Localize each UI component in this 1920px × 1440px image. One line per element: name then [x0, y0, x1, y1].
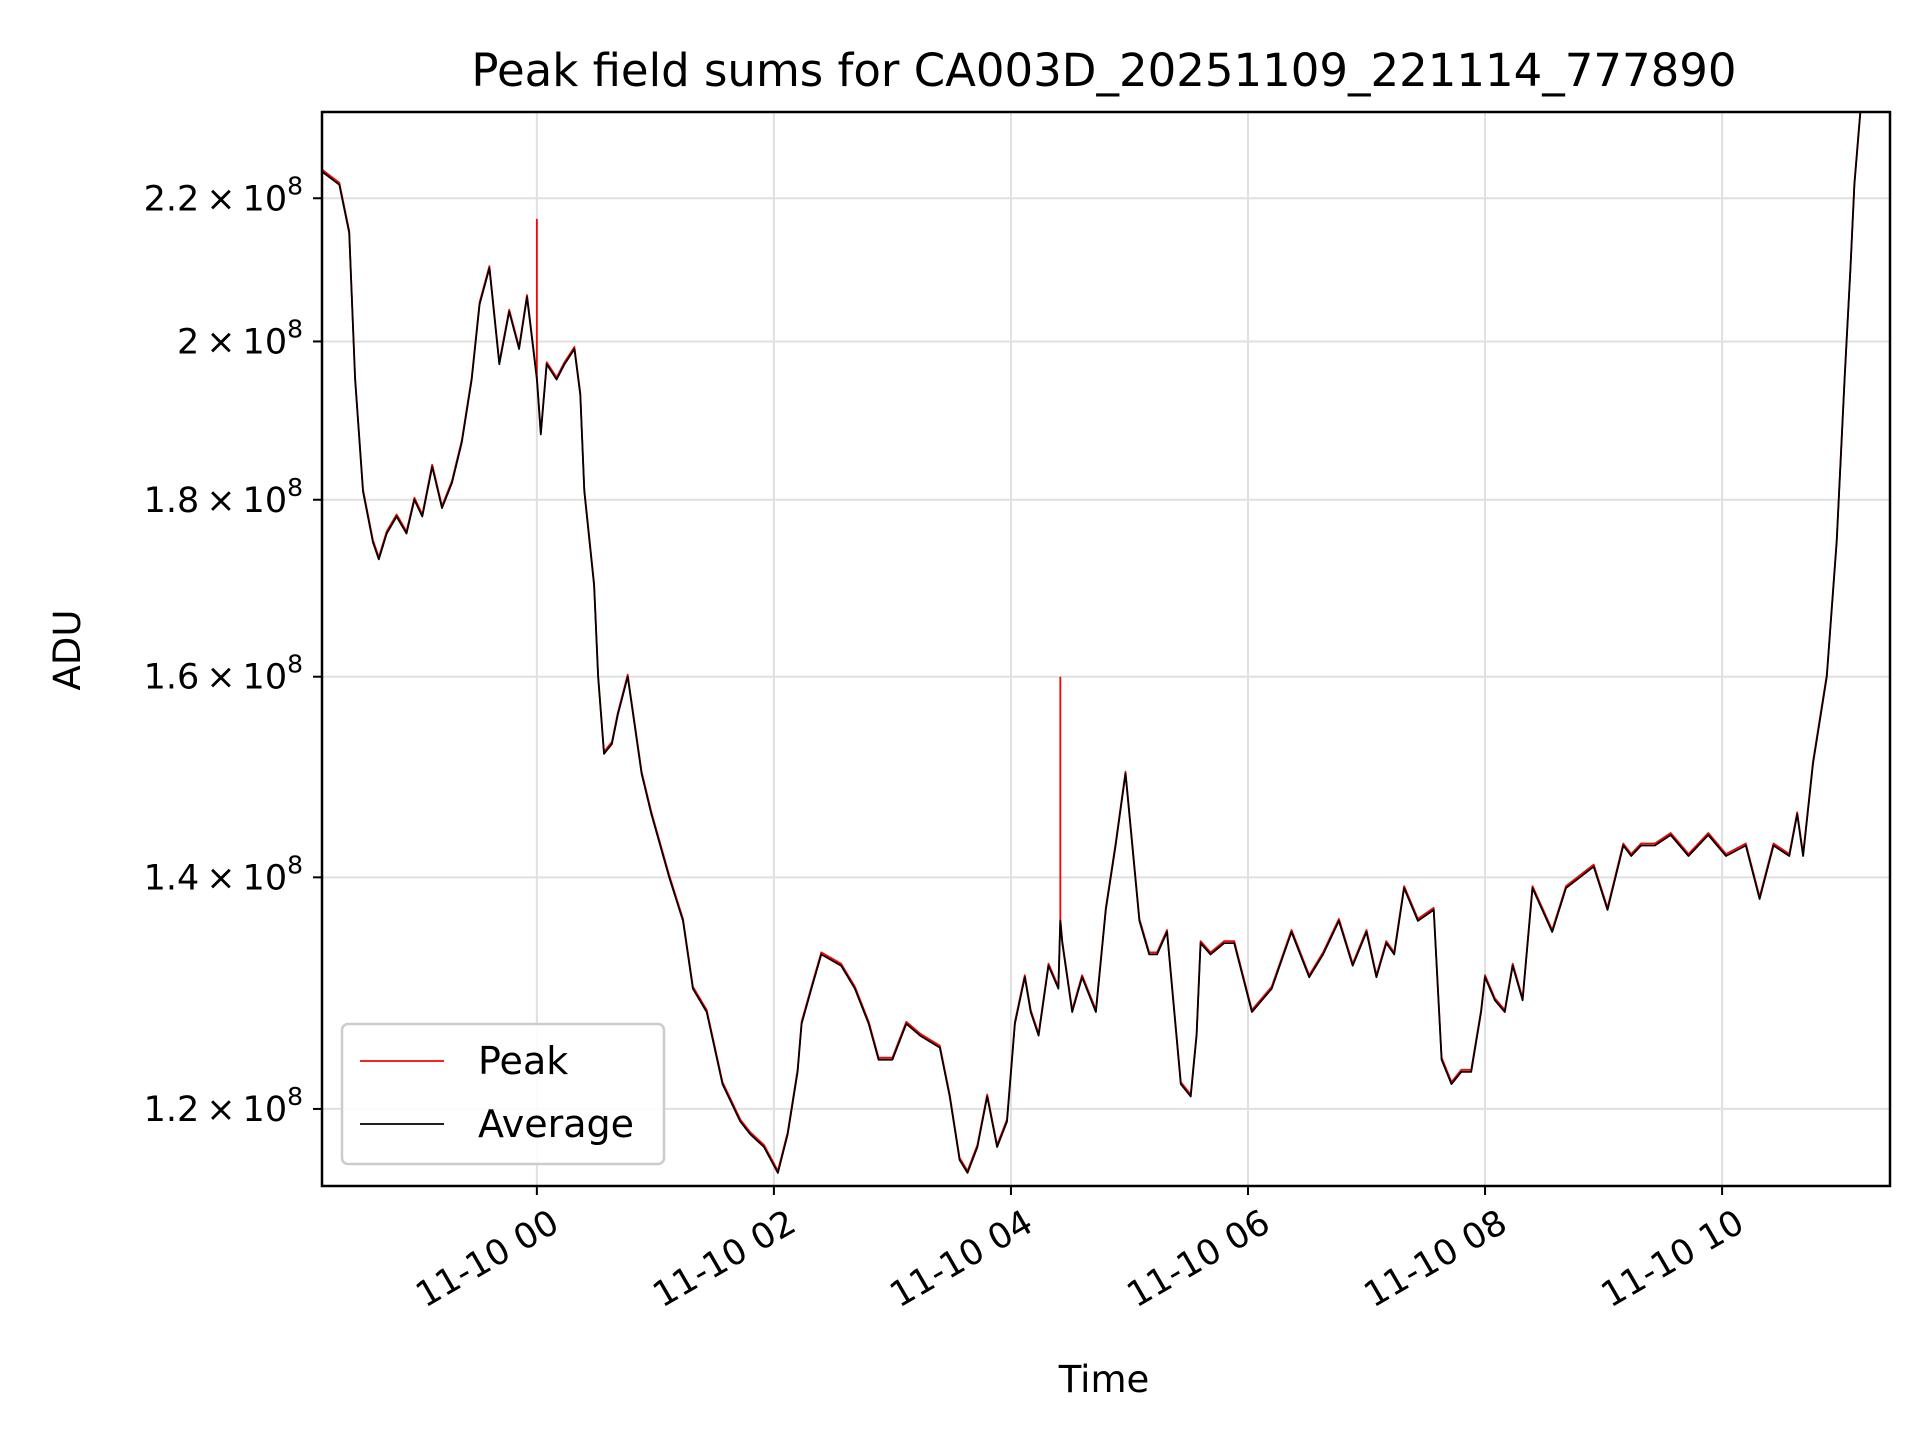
chart-title: Peak field sums for CA003D_20251109_2211… — [471, 44, 1736, 97]
y-tick-label: 1.6 × 108 — [144, 650, 303, 698]
y-axis: 1.2 × 108 1.4 × 108 1.6 × 108 1.8 × 108 2 × … — [144, 171, 322, 1130]
plot-area — [320, 110, 1892, 1188]
y-tick-label: 2 × 108 — [177, 314, 303, 362]
x-axis-label: Time — [1058, 1358, 1150, 1401]
y-axis-label: ADU — [46, 610, 89, 691]
legend: Peak Average — [340, 1022, 666, 1166]
legend-box — [340, 1022, 666, 1166]
y-tick-label: 1.4 × 108 — [144, 850, 303, 898]
y-tick-label: 1.8 × 108 — [144, 473, 303, 521]
legend-label-average: Average — [478, 1102, 634, 1146]
series-line-average — [322, 112, 1862, 1174]
legend-label-peak: Peak — [478, 1039, 568, 1083]
plot-frame — [320, 110, 1892, 1188]
y-tick-label: 1.2 × 108 — [144, 1082, 303, 1130]
grid-layer — [322, 112, 1890, 1186]
y-tick-label: 2.2 × 108 — [144, 171, 303, 219]
series-layer — [322, 112, 1862, 1174]
